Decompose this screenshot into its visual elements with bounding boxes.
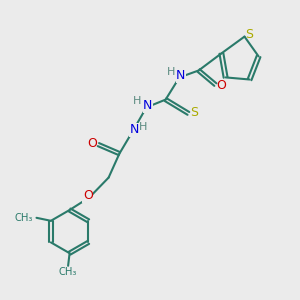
Text: O: O <box>83 189 93 202</box>
Text: H: H <box>139 122 147 132</box>
Text: O: O <box>88 136 97 150</box>
Text: S: S <box>245 28 253 41</box>
Text: CH₃: CH₃ <box>59 267 77 277</box>
Text: H: H <box>133 96 142 106</box>
Text: N: N <box>176 69 186 82</box>
Text: N: N <box>143 99 153 112</box>
Text: O: O <box>216 79 226 92</box>
Text: N: N <box>129 123 139 136</box>
Text: S: S <box>190 106 198 119</box>
Text: CH₃: CH₃ <box>14 213 33 223</box>
Text: H: H <box>167 67 175 77</box>
